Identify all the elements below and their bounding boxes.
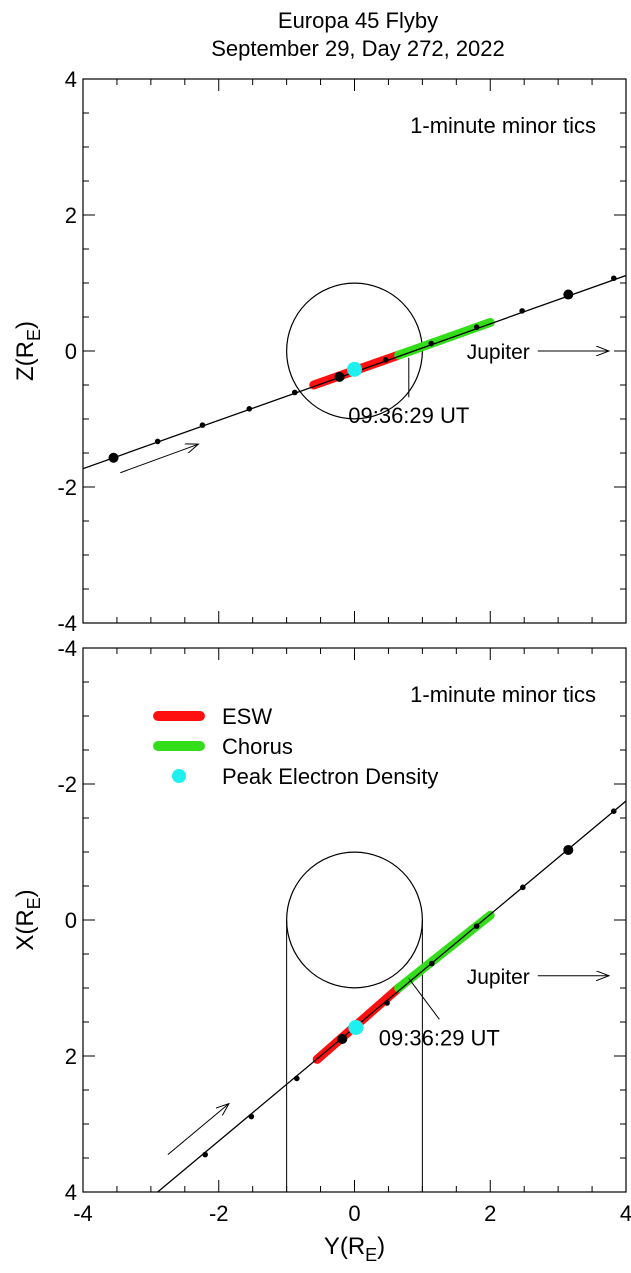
panel-bottom-approach-arrow bbox=[167, 1104, 229, 1155]
panel-top-closest-approach-label: 09:36:29 UT bbox=[348, 403, 469, 428]
panel-top-ytick-label: 4 bbox=[65, 67, 77, 92]
panel-bottom-legend-label: Chorus bbox=[222, 734, 293, 759]
panel-bottom-jupiter-label: Jupiter bbox=[467, 966, 530, 989]
panel-top-y-axis-label-close: ) bbox=[12, 321, 39, 329]
panel-bottom-closest-approach-label: 09:36:29 UT bbox=[379, 1025, 500, 1050]
panel-top-major-tic bbox=[563, 289, 574, 300]
panel-bottom-legend-label: Peak Electron Density bbox=[222, 764, 438, 789]
top-panel-z-vs-y: -4 -2 0 2 4 Z(RE) 1-minute minor tics Jupiter 09… bbox=[12, 67, 627, 636]
panel-bottom-xtick-label: 2 bbox=[484, 1201, 496, 1226]
panel-bottom-x-axis-label: Y(RE) bbox=[324, 1233, 385, 1265]
panel-top-y-axis-label-sub: E bbox=[24, 329, 44, 341]
panel-bottom-x-axis-label-close: ) bbox=[377, 1233, 385, 1260]
panel-bottom-xtick-label: -4 bbox=[73, 1201, 93, 1226]
chart-title-line1: Europa 45 Flyby bbox=[278, 8, 438, 33]
panel-top-major-tic bbox=[334, 371, 345, 382]
panel-bottom-ytick-label: -4 bbox=[57, 636, 77, 661]
panel-top-plot-area bbox=[83, 274, 626, 474]
panel-top-minute-tic bbox=[291, 389, 298, 396]
panel-bottom-x-axis-label-main: Y(R bbox=[324, 1233, 365, 1260]
chart-title-line2: September 29, Day 272, 2022 bbox=[211, 36, 505, 61]
panel-bottom-minute-tic bbox=[384, 1000, 390, 1006]
panel-bottom-minute-tic bbox=[202, 1151, 208, 1158]
panel-bottom-minute-tic bbox=[429, 960, 435, 967]
panel-bottom-xtick-label: 4 bbox=[620, 1201, 631, 1226]
panel-top-ytick-label: 0 bbox=[65, 339, 77, 364]
panel-top-peak-density-point bbox=[347, 361, 362, 377]
panel-top-ytick-label: 2 bbox=[65, 203, 77, 228]
panel-top-minute-tic bbox=[199, 422, 206, 428]
panel-bottom-ytick-label: -2 bbox=[57, 772, 77, 797]
panel-bottom-plot-area bbox=[157, 800, 626, 1192]
bottom-panel-x-vs-y: 420-2-4-4 -2 0 2 4X(RE)Y(RE)1-minute minor t… bbox=[12, 636, 631, 1265]
panel-top-major-tic bbox=[108, 452, 119, 463]
panel-bottom-frame bbox=[82, 647, 627, 1193]
panel-top-minute-tic bbox=[246, 406, 253, 412]
panel-bottom-ytick-label: 4 bbox=[65, 1180, 77, 1205]
panel-top-annotation-minor-tics: 1-minute minor tics bbox=[410, 113, 596, 138]
panel-top-minute-tic bbox=[610, 275, 617, 282]
panel-bottom-legend-swatch-peak bbox=[172, 769, 186, 783]
panel-bottom-minute-tic bbox=[248, 1113, 255, 1120]
panel-bottom-minute-tic bbox=[610, 808, 617, 814]
panel-bottom-xtick-label: -2 bbox=[209, 1201, 229, 1226]
panel-bottom-peak-density-point bbox=[348, 1019, 364, 1035]
panel-bottom-ytick-label: 2 bbox=[65, 1044, 77, 1069]
panel-bottom-y-axis-label-close: ) bbox=[12, 889, 39, 897]
panel-bottom-major-tic bbox=[563, 844, 574, 855]
panel-bottom-minute-tic bbox=[473, 923, 480, 929]
panel-bottom-annotation-minor-tics: 1-minute minor tics bbox=[410, 682, 596, 707]
panel-bottom-ytick-label: 0 bbox=[65, 908, 77, 933]
panel-top-minute-tic bbox=[428, 340, 434, 347]
panel-bottom-x-axis-label-sub: E bbox=[365, 1245, 377, 1265]
panel-top-ytick-label: -2 bbox=[57, 475, 77, 500]
panel-top-y-axis-label: Z(RE) bbox=[12, 321, 44, 381]
panel-bottom-ca-leader-line bbox=[408, 978, 440, 1020]
panel-top-y-axis-label-main: Z(R bbox=[12, 341, 39, 381]
panel-bottom-minute-tic bbox=[520, 884, 526, 891]
panel-bottom-legend-label: ESW bbox=[222, 704, 272, 729]
panel-top-minute-tic bbox=[382, 357, 389, 363]
panel-top-minute-tic bbox=[519, 308, 525, 314]
panel-bottom-xtick-label: 0 bbox=[348, 1201, 360, 1226]
panel-bottom-y-axis-label-main: X(R bbox=[12, 909, 39, 950]
panel-bottom-minute-tic bbox=[294, 1075, 300, 1082]
panel-top-minute-tic bbox=[154, 438, 161, 445]
panel-bottom-trajectory-line bbox=[157, 800, 626, 1192]
panel-bottom-y-axis-label-sub: E bbox=[24, 897, 44, 909]
panel-top-ytick-label: -4 bbox=[57, 611, 77, 636]
panel-top-jupiter-label: Jupiter bbox=[467, 341, 530, 364]
panel-bottom-y-axis-label: X(RE) bbox=[12, 889, 44, 950]
panel-bottom-major-tic bbox=[337, 1034, 348, 1044]
panel-bottom-europa-circle bbox=[286, 851, 423, 989]
panel-top-approach-arrow bbox=[120, 444, 198, 474]
panel-top-minute-tic bbox=[473, 324, 480, 331]
